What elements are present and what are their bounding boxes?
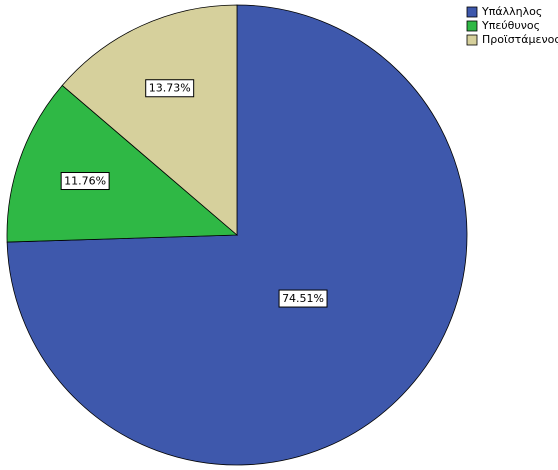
data-label-box [145, 79, 195, 98]
legend-label: Υπάλληλος [481, 5, 542, 18]
legend-swatch [466, 6, 478, 18]
legend-label: Προϊστάμενος [482, 33, 558, 46]
data-label-box [60, 172, 110, 191]
legend-label: Υπεύθυνος [481, 19, 540, 32]
data-label: 13.73% [149, 82, 191, 95]
data-label: 74.51% [282, 292, 324, 305]
data-label: 11.76% [64, 175, 106, 188]
legend-swatch [466, 34, 478, 46]
legend-swatch [466, 20, 478, 32]
pie-slice [6, 84, 239, 243]
pie-slice [61, 4, 238, 236]
data-label-box [278, 289, 328, 308]
